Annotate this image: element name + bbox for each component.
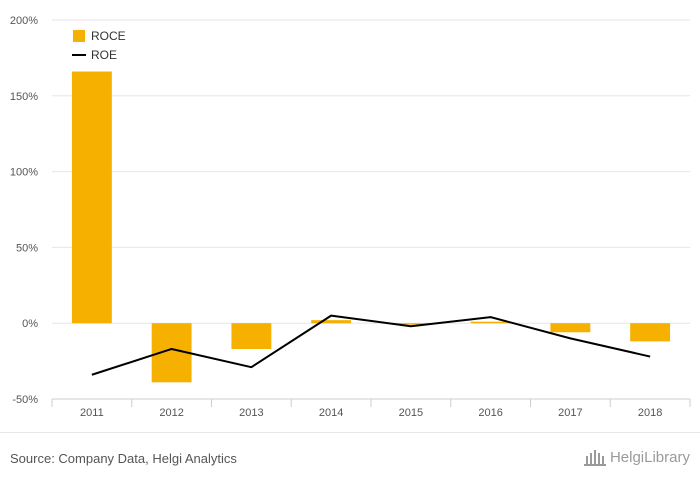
library-building-icon	[583, 450, 606, 466]
y-tick-label: 50%	[16, 242, 38, 254]
roce-bar-2015	[390, 323, 431, 325]
y-tick-label: -50%	[12, 394, 38, 406]
logo-text: HelgiLibrary	[609, 448, 690, 466]
x-tick-label: 2018	[638, 407, 662, 419]
roe-line	[91, 314, 651, 376]
source-note: Source: Company Data, Helgi Analytics	[10, 451, 237, 466]
legend: ROCE ROE	[72, 29, 126, 62]
x-tick-label: 2016	[478, 407, 502, 419]
combo-chart: -50%0%50%100%150%200% 2011 2012 2013 2014 20…	[10, 15, 691, 419]
y-axis-tick-labels: -50% 0% 50% 100% 150% 200%	[10, 15, 38, 406]
helgi-library-logo: HelgiLibrary	[583, 447, 690, 467]
x-tick-label: 2013	[239, 407, 263, 419]
y-tick-label: 100%	[10, 167, 38, 179]
roce-bar-2011	[71, 71, 112, 324]
roce-bar-2017	[550, 323, 591, 333]
x-tick-label: 2012	[159, 407, 183, 419]
x-tick-label: 2015	[399, 407, 423, 419]
roce-bar-2014	[311, 320, 352, 324]
roce-bars	[71, 71, 671, 383]
x-tick-label: 2014	[319, 407, 343, 419]
gridlines	[52, 19, 690, 400]
x-axis: 2011 2012 2013 2014 2015 2016 2017 2018	[51, 398, 691, 419]
roce-bar-2016	[470, 321, 511, 324]
legend-label-roe: ROE	[91, 48, 117, 62]
roce-bar-2018	[630, 323, 671, 342]
x-tick-label: 2017	[558, 407, 582, 419]
roe-line-layer	[91, 314, 651, 376]
legend-label-roce: ROCE	[91, 29, 126, 43]
footer: Source: Company Data, Helgi Analytics He…	[0, 432, 700, 483]
legend-swatch-roce	[73, 30, 85, 42]
x-tick-label: 2011	[80, 407, 104, 419]
y-tick-label: 150%	[10, 91, 38, 103]
roce-bar-2013	[231, 323, 272, 349]
y-tick-label: 200%	[10, 15, 38, 27]
y-tick-label: 0%	[22, 318, 38, 330]
